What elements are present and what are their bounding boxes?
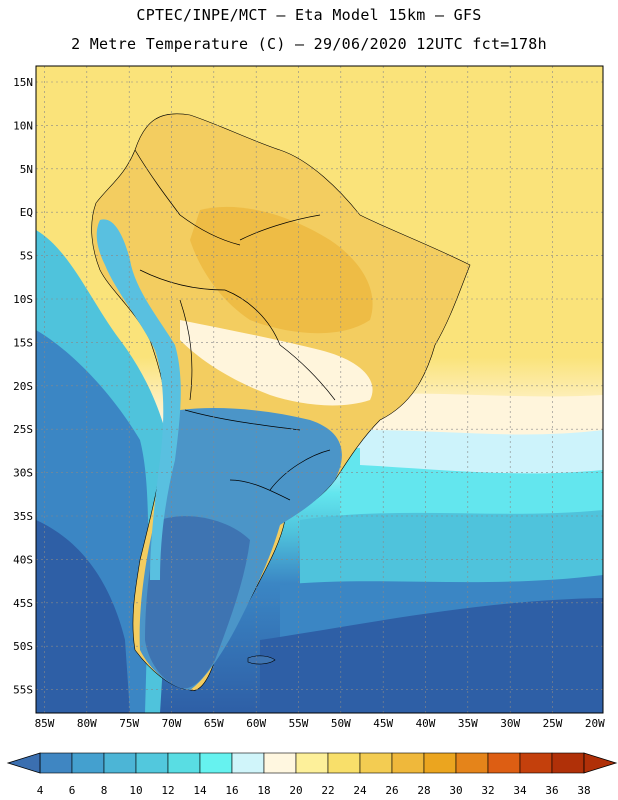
lat-label: 25S (13, 423, 33, 436)
colorbar-tick: 38 (577, 784, 590, 797)
lat-label: 5S (20, 250, 33, 263)
colorbar-tick: 22 (321, 784, 334, 797)
colorbar-tick: 12 (161, 784, 174, 797)
colorbar-tick: 20 (289, 784, 302, 797)
lat-label: EQ (20, 206, 33, 219)
lat-label: 10N (13, 119, 33, 132)
colorbar-swatch (39, 752, 73, 774)
atlantic-pale-band (360, 430, 603, 474)
colorbar-swatch (359, 752, 393, 774)
lat-label: 15S (13, 336, 33, 349)
lat-label: 55S (13, 684, 33, 697)
lon-label: 60W (246, 717, 266, 730)
colorbar-swatch (423, 752, 457, 774)
colorbar-tick: 18 (257, 784, 270, 797)
lon-label: 85W (35, 717, 55, 730)
colorbar-swatch (455, 752, 489, 774)
lat-label: 45S (13, 597, 33, 610)
pacific-coldest-region (36, 520, 130, 713)
lon-label: 40W (416, 717, 436, 730)
lat-label: 50S (13, 640, 33, 653)
falkland-islands (247, 655, 276, 665)
colorbar-tick: 34 (513, 784, 527, 797)
colorbar-tick: 36 (545, 784, 558, 797)
colorbar-tick: 24 (353, 784, 367, 797)
colorbar-swatch (327, 752, 361, 774)
colorbar-tick-labels: 4 6 8 10 12 14 16 18 20 22 24 26 28 30 3… (37, 784, 591, 797)
colorbar-left-arrow (6, 752, 41, 774)
colorbar-tick: 30 (449, 784, 462, 797)
colorbar-swatch (551, 752, 585, 774)
lon-label: 45W (373, 717, 393, 730)
lon-label: 20W (585, 717, 605, 730)
map-frame (35, 65, 604, 714)
lon-label: 25W (543, 717, 563, 730)
colorbar-tick: 16 (225, 784, 238, 797)
lat-label: 15N (13, 76, 33, 89)
lat-label: 5N (20, 163, 33, 176)
colorbar-tick: 6 (69, 784, 76, 797)
map-field (36, 66, 603, 713)
colorbar-swatch (487, 752, 521, 774)
colorbar-tick: 8 (101, 784, 108, 797)
lat-label: 30S (13, 467, 33, 480)
map-title-line-2: 2 Metre Temperature (C) – 29/06/2020 12U… (71, 35, 547, 53)
lon-label: 35W (458, 717, 478, 730)
atlantic-coldest-region (260, 598, 603, 713)
lat-label: 35S (13, 510, 33, 523)
colorbar-swatch (167, 752, 201, 774)
colorbar-swatch (103, 752, 137, 774)
andes-ridge (96, 219, 181, 581)
lon-label: 50W (331, 717, 351, 730)
central-plateau-mild (180, 320, 373, 406)
colorbar-swatch (231, 752, 265, 774)
longitude-labels: 85W 80W 75W 70W 65W 60W 55W 50W 45W 40W … (35, 717, 606, 730)
colorbar-tick: 26 (385, 784, 398, 797)
colorbar-swatch (263, 752, 297, 774)
colorbar-tick: 4 (37, 784, 44, 797)
colorbar-right-arrow (583, 752, 618, 774)
colorbar-tick: 28 (417, 784, 430, 797)
colorbar-swatch (391, 752, 425, 774)
amazon-hot-region (190, 206, 373, 334)
colorbar-swatches (39, 752, 585, 774)
colorbar-tick: 10 (129, 784, 142, 797)
colorbar-tick: 32 (481, 784, 494, 797)
lon-label: 30W (500, 717, 520, 730)
lon-label: 80W (77, 717, 97, 730)
map-title-line-1: CPTEC/INPE/MCT – Eta Model 15km – GFS (136, 6, 482, 24)
lon-label: 65W (204, 717, 224, 730)
lat-label: 40S (13, 553, 33, 566)
lon-label: 70W (162, 717, 182, 730)
temperature-colorbar: 4 6 8 10 12 14 16 18 20 22 24 26 28 30 3… (6, 752, 618, 797)
colorbar-tick: 14 (193, 784, 207, 797)
lon-label: 55W (289, 717, 309, 730)
country-borders (134, 149, 336, 501)
lon-label: 75W (119, 717, 139, 730)
lat-label: 10S (13, 293, 33, 306)
latitude-labels: 15N 10N 5N EQ 5S 10S 15S 20S 25S 30S 35S… (13, 76, 33, 697)
colorbar-swatch (199, 752, 233, 774)
colorbar-swatch (519, 752, 553, 774)
colorbar-swatch (295, 752, 329, 774)
colorbar-swatch (135, 752, 169, 774)
lat-label: 20S (13, 380, 33, 393)
colorbar-swatch (71, 752, 105, 774)
